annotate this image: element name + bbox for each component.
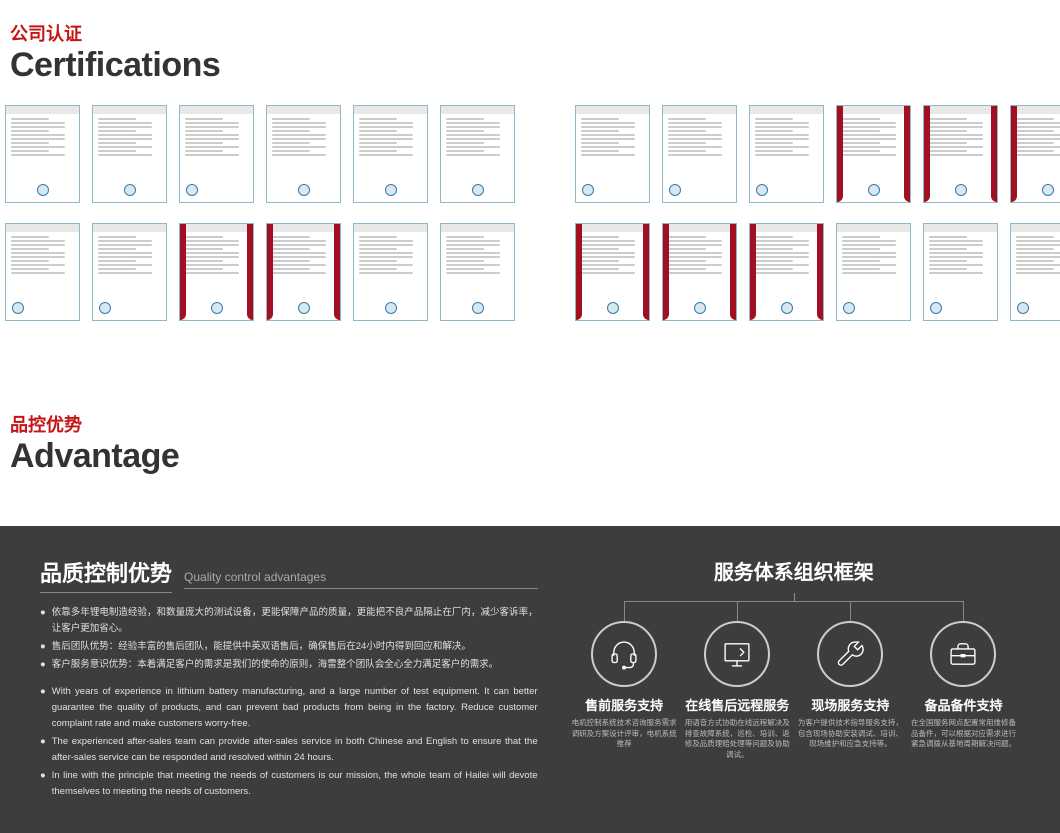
qc-bullets: ●依靠多年锂电制造经验，和数量庞大的测试设备，更能保障产品的质量，更能把不良产品… bbox=[40, 605, 538, 801]
tree-connector-lines bbox=[568, 601, 1020, 621]
service-item-desc: 用语音方式协助在线远程解决及排查故障系统，巡检、培训、返修及品质理赔处理等问题及… bbox=[682, 718, 792, 760]
qc-bullet-cn: ●客户服务意识优势：本着满足客户的需求是我们的使命的原则，海雷整个团队会全心全力… bbox=[40, 657, 538, 673]
certificate-seal-icon bbox=[385, 184, 397, 196]
certificate-card bbox=[923, 105, 998, 203]
certificate-seal-icon bbox=[1042, 184, 1054, 196]
service-item: 售前服务支持电机控制系统技术咨询服务需求调研及方案设计评审，电机系统推荐 bbox=[569, 621, 679, 760]
service-framework-title: 服务体系组织框架 bbox=[568, 556, 1020, 585]
service-item-name: 现场服务支持 bbox=[795, 695, 905, 714]
service-framework-column: 服务体系组织框架 售前服务支持电机控制系统技术咨询服务需求调研及方案设计评审，电… bbox=[568, 556, 1020, 803]
headset-icon bbox=[591, 621, 657, 687]
certifications-title-en: Certifications bbox=[10, 46, 1050, 85]
certificate-card bbox=[266, 105, 341, 203]
certificate-seal-icon bbox=[37, 184, 49, 196]
certifications-grid bbox=[0, 95, 1060, 371]
certificate-row bbox=[5, 223, 515, 321]
advantage-header: 品控优势 Advantage bbox=[0, 371, 1060, 486]
certificate-card bbox=[353, 105, 428, 203]
certificate-seal-icon bbox=[781, 302, 793, 314]
toolbox-icon bbox=[930, 621, 996, 687]
certificate-card bbox=[662, 223, 737, 321]
certificate-seal-icon bbox=[1017, 302, 1029, 314]
certificate-card bbox=[575, 105, 650, 203]
certificate-card bbox=[749, 223, 824, 321]
certificate-card bbox=[179, 105, 254, 203]
monitor-icon bbox=[704, 621, 770, 687]
advantage-title-en: Advantage bbox=[10, 437, 1050, 476]
certificate-card bbox=[92, 223, 167, 321]
certificate-seal-icon bbox=[607, 302, 619, 314]
qc-bullet-en: ●The experienced after-sales team can pr… bbox=[40, 734, 538, 766]
certificate-seal-icon bbox=[211, 302, 223, 314]
qc-bullet-cn: ●依靠多年锂电制造经验，和数量庞大的测试设备，更能保障产品的质量，更能把不良产品… bbox=[40, 605, 538, 637]
qc-bullet-en: ●With years of experience in lithium bat… bbox=[40, 684, 538, 732]
service-item: 备品备件支持在全国服务网点配置常用维修备品备件，可以根据对应需求进行紧急调拨从基… bbox=[908, 621, 1018, 760]
certifications-title-cn: 公司认证 bbox=[10, 20, 1050, 46]
certificate-card bbox=[749, 105, 824, 203]
service-item-desc: 在全国服务网点配置常用维修备品备件，可以根据对应需求进行紧急调拨从基地周期解决问… bbox=[908, 718, 1018, 750]
certificate-row bbox=[575, 105, 1060, 203]
certifications-header: 公司认证 Certifications bbox=[0, 0, 1060, 95]
certificate-seal-icon bbox=[186, 184, 198, 196]
certificate-card bbox=[1010, 105, 1060, 203]
certificate-card bbox=[5, 223, 80, 321]
certificate-seal-icon bbox=[582, 184, 594, 196]
certificate-card bbox=[662, 105, 737, 203]
service-item-name: 售前服务支持 bbox=[569, 695, 679, 714]
certificate-seal-icon bbox=[385, 302, 397, 314]
certificate-seal-icon bbox=[124, 184, 136, 196]
certificate-seal-icon bbox=[472, 184, 484, 196]
certificate-seal-icon bbox=[843, 302, 855, 314]
certificate-card bbox=[440, 105, 515, 203]
service-item-name: 在线售后远程服务 bbox=[682, 695, 792, 714]
qc-title-cn: 品质控制优势 bbox=[40, 556, 172, 593]
certificate-seal-icon bbox=[298, 302, 310, 314]
service-items-row: 售前服务支持电机控制系统技术咨询服务需求调研及方案设计评审，电机系统推荐在线售后… bbox=[568, 621, 1020, 760]
certificate-card bbox=[92, 105, 167, 203]
certificate-card bbox=[923, 223, 998, 321]
service-item: 现场服务支持为客户提供技术指导服务支持，包含现场协助安装调试、培训、现场维护和应… bbox=[795, 621, 905, 760]
certificate-card bbox=[836, 105, 911, 203]
qc-title-en: Quality control advantages bbox=[184, 570, 538, 589]
certificate-card bbox=[440, 223, 515, 321]
wrench-icon bbox=[817, 621, 883, 687]
certificate-seal-icon bbox=[930, 302, 942, 314]
certificate-card bbox=[1010, 223, 1060, 321]
certificate-card bbox=[266, 223, 341, 321]
service-item: 在线售后远程服务用语音方式协助在线远程解决及排查故障系统，巡检、培训、返修及品质… bbox=[682, 621, 792, 760]
certificate-seal-icon bbox=[756, 184, 768, 196]
certificate-seal-icon bbox=[12, 302, 24, 314]
certificate-card bbox=[575, 223, 650, 321]
certificate-card bbox=[5, 105, 80, 203]
qc-title-row: 品质控制优势 Quality control advantages bbox=[40, 556, 538, 593]
service-tree: 售前服务支持电机控制系统技术咨询服务需求调研及方案设计评审，电机系统推荐在线售后… bbox=[568, 601, 1020, 760]
service-item-name: 备品备件支持 bbox=[908, 695, 1018, 714]
certificate-card bbox=[179, 223, 254, 321]
certificate-seal-icon bbox=[868, 184, 880, 196]
certificate-seal-icon bbox=[472, 302, 484, 314]
certificate-card bbox=[836, 223, 911, 321]
certificate-seal-icon bbox=[694, 302, 706, 314]
certifications-col-right bbox=[575, 105, 1060, 341]
advantage-dark-panel: 品质控制优势 Quality control advantages ●依靠多年锂… bbox=[0, 526, 1060, 833]
certifications-col-left bbox=[5, 105, 515, 341]
certificate-card bbox=[353, 223, 428, 321]
qc-bullet-en: ●In line with the principle that meeting… bbox=[40, 768, 538, 800]
qc-bullet-cn: ●售后团队优势：经验丰富的售后团队，能提供中英双语售后，确保售后在24小时内得到… bbox=[40, 639, 538, 655]
service-item-desc: 电机控制系统技术咨询服务需求调研及方案设计评审，电机系统推荐 bbox=[569, 718, 679, 750]
certificate-seal-icon bbox=[99, 302, 111, 314]
certificate-row bbox=[575, 223, 1060, 321]
service-item-desc: 为客户提供技术指导服务支持，包含现场协助安装调试、培训、现场维护和应急支持等。 bbox=[795, 718, 905, 750]
quality-control-column: 品质控制优势 Quality control advantages ●依靠多年锂… bbox=[40, 556, 538, 803]
certificate-seal-icon bbox=[298, 184, 310, 196]
certificate-seal-icon bbox=[669, 184, 681, 196]
certificate-seal-icon bbox=[955, 184, 967, 196]
certificate-row bbox=[5, 105, 515, 203]
advantage-title-cn: 品控优势 bbox=[10, 411, 1050, 437]
